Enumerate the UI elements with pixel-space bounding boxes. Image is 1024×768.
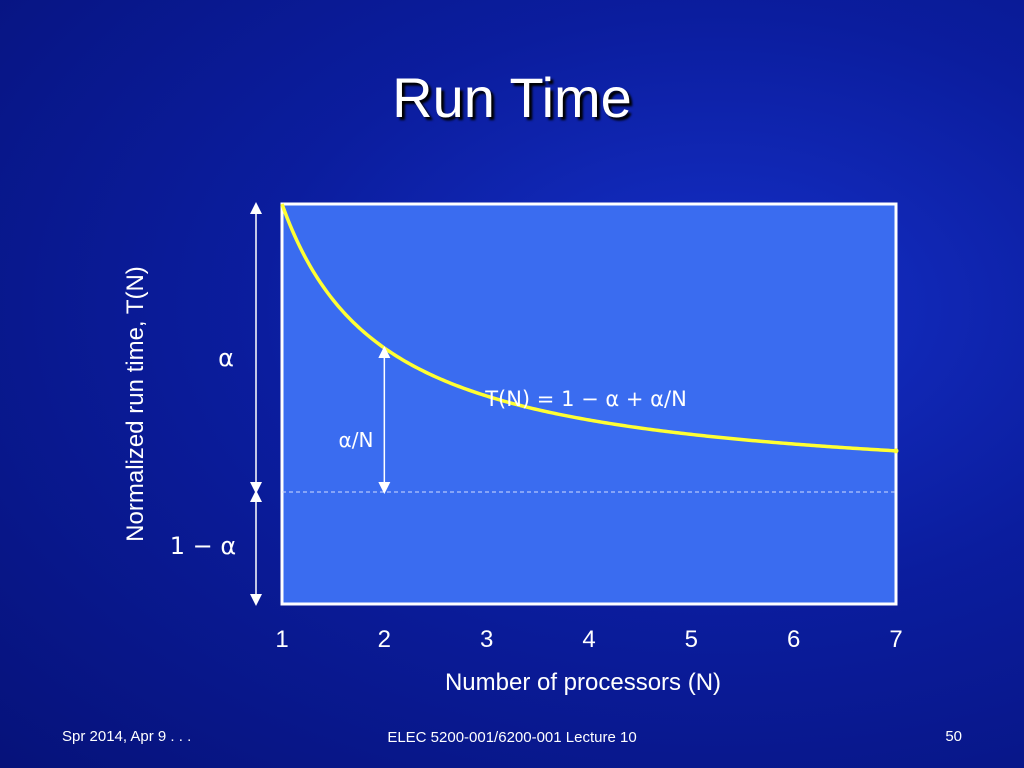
alpha-over-n-label: α/N: [339, 428, 374, 452]
y-axis-label: Normalized run time, T(N): [122, 266, 149, 542]
footer-page-number: 50: [945, 728, 962, 745]
x-tick-label: 1: [275, 626, 288, 653]
footer-course: ELEC 5200-001/6200-001 Lecture 10: [387, 729, 637, 746]
slide-title: Run Time: [392, 66, 632, 129]
footer-date: Spr 2014, Apr 9 . . .: [62, 728, 192, 745]
alpha-label: α: [218, 344, 234, 372]
x-tick-label: 6: [787, 626, 800, 653]
x-tick-label: 7: [889, 626, 902, 653]
x-tick-labels: 1 2 3 4 5 6 7: [275, 626, 902, 653]
x-tick-label: 5: [685, 626, 698, 653]
one-minus-alpha-label: 1 − α: [170, 532, 236, 560]
x-tick-label: 2: [378, 626, 391, 653]
x-axis-label: Number of processors (N): [445, 669, 721, 696]
curve-end-point: [893, 448, 899, 454]
x-tick-label: 4: [582, 626, 595, 653]
formula-label: T(N) = 1 − α + α/N: [484, 387, 687, 411]
x-tick-label: 3: [480, 626, 493, 653]
